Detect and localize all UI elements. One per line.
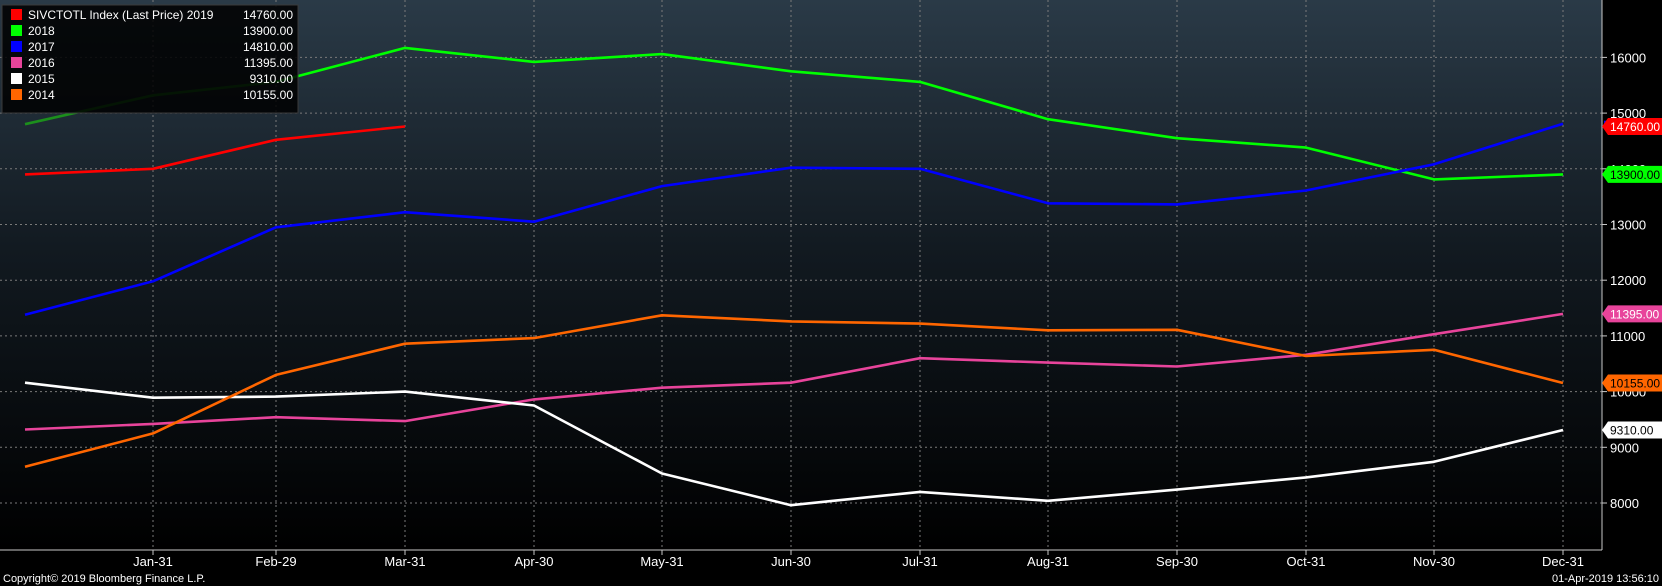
legend-label: 2017 xyxy=(28,40,55,54)
series-line-2015 xyxy=(24,381,1564,507)
last-value-tag-label: 10155.00 xyxy=(1610,376,1660,390)
y-tick-label: 9000 xyxy=(1610,440,1639,455)
last-value-tag-label: 13900.00 xyxy=(1610,168,1660,182)
series-line-2019 xyxy=(24,125,406,176)
x-tick-label: Jun-30 xyxy=(771,554,811,569)
x-tick-label: Jul-31 xyxy=(902,554,937,569)
copyright-text: Copyright© 2019 Bloomberg Finance L.P. xyxy=(3,573,205,585)
last-value-tag xyxy=(1602,117,1662,135)
series-line-2014 xyxy=(24,313,1564,469)
timestamp-text: 01-Apr-2019 13:56:10 xyxy=(1552,573,1659,585)
legend-swatch xyxy=(11,9,22,20)
y-tick-label: 16000 xyxy=(1610,50,1646,65)
last-value-tag xyxy=(1602,421,1662,439)
series-line-2018 xyxy=(275,46,1564,181)
legend-value: 14810.00 xyxy=(243,40,293,54)
y-tick-label: 12000 xyxy=(1610,273,1646,288)
legend-label: SIVCTOTL Index (Last Price) 2019 xyxy=(28,8,214,22)
legend-value: 11395.00 xyxy=(244,56,293,70)
last-value-tag xyxy=(1602,374,1662,392)
x-tick-label: Nov-30 xyxy=(1413,554,1455,569)
last-value-tag-label: 11395.00 xyxy=(1610,307,1659,321)
legend-swatch xyxy=(11,25,22,36)
last-value-tag xyxy=(1602,305,1662,323)
y-tick-label: 13000 xyxy=(1610,218,1646,233)
legend: SIVCTOTL Index (Last Price) 2019 14760.00… xyxy=(1,4,299,114)
x-tick-label: Aug-31 xyxy=(1027,554,1069,569)
x-tick-label: Feb-29 xyxy=(255,554,296,569)
legend-label: 2016 xyxy=(28,56,55,70)
last-value-tag-label: 9310.00 xyxy=(1610,424,1654,438)
legend-value: 14760.00 xyxy=(243,8,293,22)
x-tick-label: Mar-31 xyxy=(384,554,425,569)
axis-background xyxy=(1602,0,1662,550)
series-line-2017 xyxy=(24,122,1564,316)
legend-swatch xyxy=(11,41,22,52)
legend-label: 2014 xyxy=(28,88,55,102)
legend-value: 9310.00 xyxy=(250,72,294,86)
x-tick-label: Apr-30 xyxy=(514,554,553,569)
y-tick-label: 15000 xyxy=(1610,106,1646,121)
x-tick-label: Oct-31 xyxy=(1286,554,1325,569)
y-tick-label: 8000 xyxy=(1610,496,1639,511)
x-tick-label: Dec-31 xyxy=(1542,554,1584,569)
last-value-tag xyxy=(1602,165,1662,183)
last-value-tag-label: 14760.00 xyxy=(1610,120,1660,134)
x-axis-ticks: Jan-31 Feb-29 Mar-31 Apr-30 May-31 Jun-30 Jul-… xyxy=(133,550,1584,569)
y-tick-label: 11000 xyxy=(1610,329,1645,344)
x-tick-label: May-31 xyxy=(640,554,683,569)
legend-swatch xyxy=(11,73,22,84)
x-tick-label: Sep-30 xyxy=(1156,554,1198,569)
legend-label: 2015 xyxy=(28,72,55,86)
x-tick-label: Jan-31 xyxy=(133,554,173,569)
last-value-tags: 14760.00 13900.00 11395.00 10155.00 9310.00 xyxy=(1602,117,1662,439)
axes xyxy=(0,0,1603,551)
legend-value: 13900.00 xyxy=(243,24,293,38)
legend-label: 2018 xyxy=(28,24,55,38)
series-lines xyxy=(24,46,1564,507)
legend-swatch xyxy=(11,57,22,68)
legend-swatch xyxy=(11,89,22,100)
legend-value: 10155.00 xyxy=(243,88,293,102)
legend-box xyxy=(1,4,299,114)
